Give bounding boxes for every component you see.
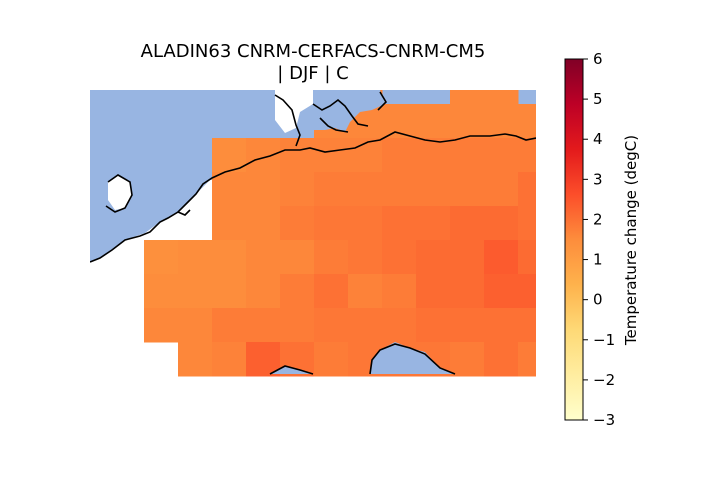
heatmap-cell bbox=[348, 206, 383, 241]
colorbar-tick-label: 5 bbox=[593, 90, 603, 108]
heatmap-cell bbox=[450, 172, 485, 207]
heatmap-cell bbox=[246, 206, 281, 241]
heatmap-cell bbox=[314, 240, 349, 275]
heatmap-cell bbox=[450, 206, 485, 241]
heatmap-cell bbox=[280, 172, 315, 207]
map-title-line-1: ALADIN63 CNRM-CERFACS-CNRM-CM5 bbox=[140, 41, 486, 62]
colorbar-tick-label: 4 bbox=[593, 130, 603, 148]
heatmap-cell bbox=[450, 104, 485, 139]
coastlines bbox=[90, 91, 536, 375]
heatmap-cell bbox=[314, 342, 349, 377]
heatmap-cell bbox=[314, 206, 349, 241]
heatmap-grid bbox=[144, 90, 536, 377]
heatmap-cell bbox=[178, 274, 213, 309]
heatmap-cell bbox=[246, 240, 281, 275]
colorbar-tick-label: 0 bbox=[593, 291, 603, 309]
heatmap-cell bbox=[518, 172, 536, 207]
heatmap-cell bbox=[178, 240, 213, 275]
heatmap-cell bbox=[484, 172, 519, 207]
heatmap-cell bbox=[518, 104, 536, 139]
heatmap-cell bbox=[212, 240, 247, 275]
colorbar-tick-label: 2 bbox=[593, 210, 603, 228]
heatmap-cell bbox=[484, 308, 519, 343]
land-uk bbox=[108, 175, 132, 210]
heatmap-cell bbox=[348, 274, 383, 309]
heatmap-cell bbox=[484, 240, 519, 275]
map-title-line-2: | DJF | C bbox=[277, 63, 349, 84]
heatmap-cell bbox=[484, 104, 519, 139]
heatmap-cell bbox=[416, 308, 451, 343]
heatmap-cell bbox=[348, 172, 383, 207]
heatmap-cell bbox=[416, 104, 451, 139]
heatmap-cell bbox=[314, 172, 349, 207]
heatmap-cell bbox=[518, 308, 536, 343]
heatmap-cell bbox=[348, 308, 383, 343]
heatmap-cell bbox=[212, 342, 247, 377]
heatmap-cell bbox=[484, 206, 519, 241]
heatmap-cell bbox=[416, 274, 451, 309]
heatmap-cell bbox=[178, 308, 213, 343]
heatmap-cell bbox=[450, 274, 485, 309]
heatmap-cell bbox=[246, 172, 281, 207]
heatmap-cell bbox=[246, 308, 281, 343]
heatmap-cell bbox=[144, 308, 179, 343]
colorbar-tick-label: 1 bbox=[593, 251, 603, 269]
heatmap-cell bbox=[314, 308, 349, 343]
colorbar-gradient bbox=[564, 58, 584, 421]
heatmap-cell bbox=[382, 206, 417, 241]
heatmap-cell bbox=[416, 172, 451, 207]
heatmap-cell bbox=[450, 342, 485, 377]
heatmap-cell bbox=[280, 308, 315, 343]
heatmap-cell bbox=[518, 240, 536, 275]
heatmap-cell bbox=[212, 172, 247, 207]
heatmap-cell bbox=[314, 138, 349, 173]
heatmap-cell bbox=[382, 308, 417, 343]
heatmap-cell bbox=[348, 240, 383, 275]
heatmap-cell bbox=[484, 274, 519, 309]
heatmap-cell bbox=[382, 138, 417, 173]
heatmap-cell bbox=[450, 308, 485, 343]
heatmap-cell bbox=[382, 172, 417, 207]
heatmap-cell bbox=[416, 138, 451, 173]
ligurian-sea bbox=[270, 366, 313, 374]
heatmap-cell bbox=[382, 274, 417, 309]
heatmap-cell bbox=[450, 90, 485, 105]
heatmap-cell bbox=[416, 240, 451, 275]
heatmap-cell bbox=[144, 240, 179, 275]
heatmap-cell bbox=[212, 308, 247, 343]
colorbar-tick-label: 3 bbox=[593, 170, 603, 188]
heatmap-cell bbox=[416, 206, 451, 241]
heatmap-cell bbox=[450, 240, 485, 275]
colorbar-ticks: −3 −2 −1 0 1 2 3 4 5 6 bbox=[583, 50, 615, 429]
heatmap-cell bbox=[212, 274, 247, 309]
heatmap-cell bbox=[246, 274, 281, 309]
heatmap-cell bbox=[484, 342, 519, 377]
heatmap-cell bbox=[450, 138, 485, 173]
heatmap-cell bbox=[280, 274, 315, 309]
heatmap-cell bbox=[280, 206, 315, 241]
heatmap-cell bbox=[518, 138, 536, 173]
heatmap-cell bbox=[484, 90, 519, 105]
colorbar-tick-label: −2 bbox=[593, 371, 615, 389]
heatmap-cell bbox=[518, 342, 536, 377]
heatmap-cell bbox=[212, 206, 247, 241]
heatmap-cell bbox=[246, 138, 281, 173]
heatmap-cell bbox=[518, 274, 536, 309]
heatmap-cell bbox=[178, 342, 213, 377]
heatmap-cell bbox=[280, 240, 315, 275]
colorbar-tick-label: −3 bbox=[593, 411, 615, 429]
colorbar-tick-label: 6 bbox=[593, 50, 603, 68]
heatmap-cell bbox=[314, 274, 349, 309]
heatmap-cell bbox=[484, 138, 519, 173]
colorbar-label: Temperature change (degC) bbox=[622, 135, 640, 346]
colorbar-tick-label: −1 bbox=[593, 331, 615, 349]
heatmap-cell bbox=[144, 274, 179, 309]
adriatic-sea bbox=[370, 342, 455, 374]
heatmap-cell bbox=[382, 240, 417, 275]
heatmap-cell bbox=[518, 206, 536, 241]
